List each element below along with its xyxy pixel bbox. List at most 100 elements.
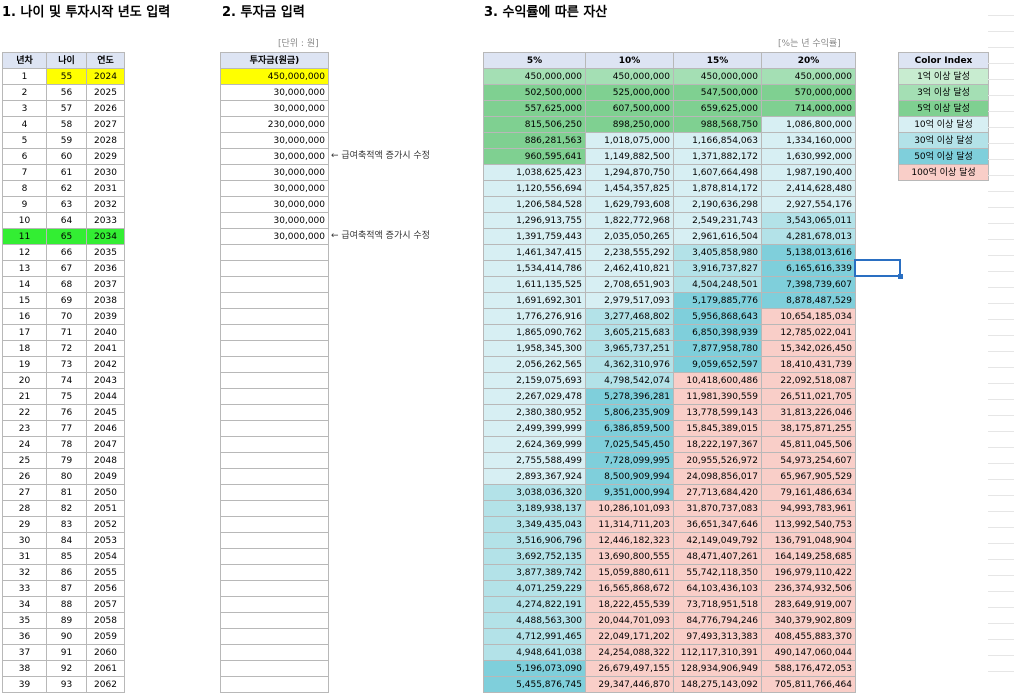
asset-cell-rate-15[interactable]: 128,934,906,949 — [673, 660, 762, 677]
asset-cell-rate-20[interactable]: 236,374,932,506 — [761, 580, 856, 597]
empty-cell[interactable] — [988, 287, 1014, 304]
asset-cell-rate-5[interactable]: 1,206,584,528 — [483, 196, 586, 213]
year-cell[interactable]: 2051 — [86, 500, 125, 517]
principal-cell[interactable] — [220, 484, 329, 501]
asset-cell-rate-15[interactable]: 73,718,951,518 — [673, 596, 762, 613]
age-cell[interactable]: 62 — [46, 180, 87, 197]
year-index-cell[interactable]: 4 — [2, 116, 47, 133]
asset-cell-rate-10[interactable]: 18,222,455,539 — [585, 596, 674, 613]
asset-cell-rate-10[interactable]: 24,254,088,322 — [585, 644, 674, 661]
asset-cell-rate-5[interactable]: 1,611,135,525 — [483, 276, 586, 293]
principal-cell[interactable]: 30,000,000 — [220, 180, 329, 197]
principal-cell[interactable]: 30,000,000 — [220, 132, 329, 149]
age-cell[interactable]: 87 — [46, 580, 87, 597]
age-cell[interactable]: 64 — [46, 212, 87, 229]
asset-cell-rate-20[interactable]: 340,379,902,809 — [761, 612, 856, 629]
asset-cell-rate-10[interactable]: 1,454,357,825 — [585, 180, 674, 197]
principal-cell[interactable]: 450,000,000 — [220, 68, 329, 85]
asset-cell-rate-20[interactable]: 94,993,783,961 — [761, 500, 856, 517]
header-principal[interactable]: 투자금(원금) — [220, 52, 329, 69]
asset-cell-rate-5[interactable]: 450,000,000 — [483, 68, 586, 85]
year-cell[interactable]: 2030 — [86, 164, 125, 181]
year-index-cell[interactable]: 12 — [2, 244, 47, 261]
principal-cell[interactable] — [220, 660, 329, 677]
principal-cell[interactable]: 30,000,000 — [220, 84, 329, 101]
age-cell[interactable]: 59 — [46, 132, 87, 149]
year-index-cell[interactable]: 15 — [2, 292, 47, 309]
year-cell[interactable]: 2035 — [86, 244, 125, 261]
header-age[interactable]: 나이 — [46, 52, 87, 69]
asset-cell-rate-10[interactable]: 1,018,075,000 — [585, 132, 674, 149]
asset-cell-rate-10[interactable]: 4,798,542,074 — [585, 372, 674, 389]
year-index-cell[interactable]: 22 — [2, 404, 47, 421]
asset-cell-rate-10[interactable]: 2,035,050,265 — [585, 228, 674, 245]
asset-cell-rate-20[interactable]: 79,161,486,634 — [761, 484, 856, 501]
asset-cell-rate-5[interactable]: 2,499,399,999 — [483, 420, 586, 437]
asset-cell-rate-15[interactable]: 97,493,313,383 — [673, 628, 762, 645]
header-rate-20[interactable]: 20% — [761, 52, 856, 69]
year-index-cell[interactable]: 1 — [2, 68, 47, 85]
asset-cell-rate-10[interactable]: 2,708,651,903 — [585, 276, 674, 293]
asset-cell-rate-15[interactable]: 36,651,347,646 — [673, 516, 762, 533]
asset-cell-rate-15[interactable]: 5,179,885,776 — [673, 292, 762, 309]
year-index-cell[interactable]: 36 — [2, 628, 47, 645]
age-cell[interactable]: 82 — [46, 500, 87, 517]
asset-cell-rate-5[interactable]: 1,391,759,443 — [483, 228, 586, 245]
year-index-cell[interactable]: 16 — [2, 308, 47, 325]
asset-cell-rate-15[interactable]: 2,549,231,743 — [673, 212, 762, 229]
asset-cell-rate-5[interactable]: 1,958,345,300 — [483, 340, 586, 357]
asset-cell-rate-5[interactable]: 4,071,259,229 — [483, 580, 586, 597]
empty-cell[interactable] — [988, 223, 1014, 240]
age-cell[interactable]: 55 — [46, 68, 87, 85]
principal-cell[interactable] — [220, 436, 329, 453]
asset-cell-rate-5[interactable]: 4,488,563,300 — [483, 612, 586, 629]
year-index-cell[interactable]: 9 — [2, 196, 47, 213]
year-cell[interactable]: 2034 — [86, 228, 125, 245]
year-index-cell[interactable]: 21 — [2, 388, 47, 405]
year-cell[interactable]: 2049 — [86, 468, 125, 485]
year-cell[interactable]: 2028 — [86, 132, 125, 149]
asset-cell-rate-15[interactable]: 3,405,858,980 — [673, 244, 762, 261]
asset-cell-rate-15[interactable]: 112,117,310,391 — [673, 644, 762, 661]
year-index-cell[interactable]: 34 — [2, 596, 47, 613]
year-index-cell[interactable]: 13 — [2, 260, 47, 277]
year-index-cell[interactable]: 29 — [2, 516, 47, 533]
asset-cell-rate-20[interactable]: 450,000,000 — [761, 68, 856, 85]
header-rate-10[interactable]: 10% — [585, 52, 674, 69]
asset-cell-rate-5[interactable]: 960,595,641 — [483, 148, 586, 165]
color-index-item[interactable]: 5억 이상 달성 — [898, 100, 989, 117]
empty-cell[interactable] — [988, 143, 1014, 160]
age-cell[interactable]: 83 — [46, 516, 87, 533]
asset-cell-rate-20[interactable]: 12,785,022,041 — [761, 324, 856, 341]
asset-cell-rate-10[interactable]: 7,025,545,450 — [585, 436, 674, 453]
empty-cell[interactable] — [988, 639, 1014, 656]
asset-cell-rate-15[interactable]: 55,742,118,350 — [673, 564, 762, 581]
asset-cell-rate-10[interactable]: 3,605,215,683 — [585, 324, 674, 341]
year-cell[interactable]: 2053 — [86, 532, 125, 549]
asset-cell-rate-15[interactable]: 6,850,398,939 — [673, 324, 762, 341]
asset-cell-rate-20[interactable]: 705,811,766,464 — [761, 676, 856, 693]
asset-cell-rate-20[interactable]: 5,138,013,616 — [761, 244, 856, 261]
age-cell[interactable]: 58 — [46, 116, 87, 133]
asset-cell-rate-10[interactable]: 2,462,410,821 — [585, 260, 674, 277]
year-index-cell[interactable]: 31 — [2, 548, 47, 565]
header-rate-15[interactable]: 15% — [673, 52, 762, 69]
year-cell[interactable]: 2044 — [86, 388, 125, 405]
year-cell[interactable]: 2033 — [86, 212, 125, 229]
asset-cell-rate-5[interactable]: 1,534,414,786 — [483, 260, 586, 277]
asset-cell-rate-15[interactable]: 148,275,143,092 — [673, 676, 762, 693]
asset-cell-rate-5[interactable]: 3,516,906,796 — [483, 532, 586, 549]
asset-cell-rate-20[interactable]: 10,654,185,034 — [761, 308, 856, 325]
year-cell[interactable]: 2027 — [86, 116, 125, 133]
age-cell[interactable]: 79 — [46, 452, 87, 469]
asset-cell-rate-5[interactable]: 5,455,876,745 — [483, 676, 586, 693]
asset-cell-rate-5[interactable]: 815,506,250 — [483, 116, 586, 133]
principal-cell[interactable] — [220, 580, 329, 597]
asset-cell-rate-10[interactable]: 5,278,396,281 — [585, 388, 674, 405]
asset-cell-rate-15[interactable]: 24,098,856,017 — [673, 468, 762, 485]
age-cell[interactable]: 89 — [46, 612, 87, 629]
age-cell[interactable]: 57 — [46, 100, 87, 117]
empty-cell[interactable] — [988, 591, 1014, 608]
year-cell[interactable]: 2037 — [86, 276, 125, 293]
asset-cell-rate-10[interactable]: 13,690,800,555 — [585, 548, 674, 565]
